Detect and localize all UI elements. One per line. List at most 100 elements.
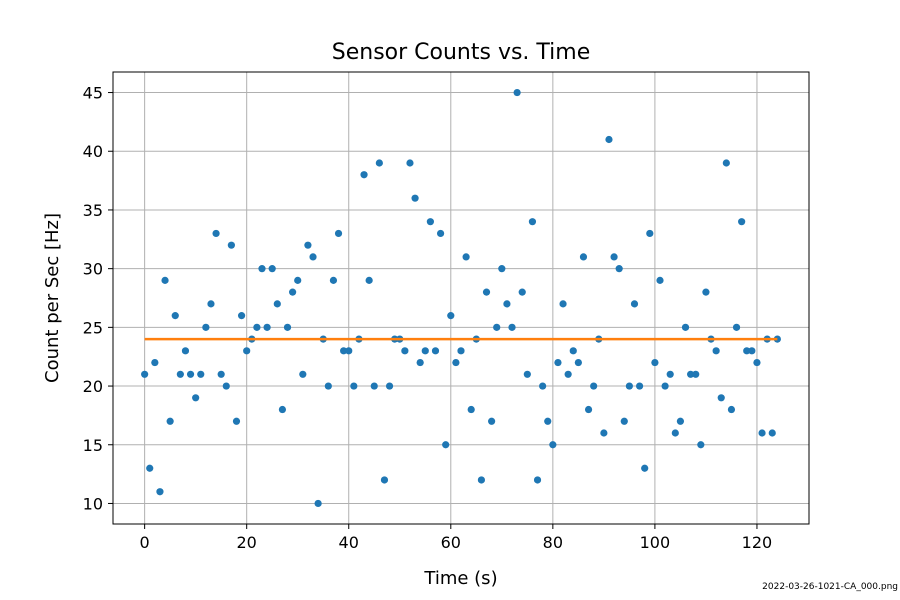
data-point	[411, 194, 419, 202]
y-tick-label: 35	[83, 201, 103, 220]
data-point	[579, 253, 588, 261]
data-point	[482, 288, 491, 296]
data-point	[508, 323, 516, 331]
data-point	[625, 382, 633, 390]
data-point	[212, 229, 220, 238]
data-point	[758, 429, 766, 437]
data-point	[370, 382, 378, 390]
data-point	[681, 323, 690, 331]
x-tick-label: 80	[543, 533, 563, 552]
data-point	[584, 405, 593, 414]
data-point	[268, 265, 276, 273]
x-tick-label: 40	[339, 533, 359, 552]
data-point	[498, 265, 506, 273]
data-point	[421, 347, 429, 355]
data-point	[518, 288, 526, 296]
data-point	[314, 499, 322, 508]
x-axis-label: Time (s)	[423, 568, 497, 589]
data-point	[697, 441, 705, 449]
data-point	[641, 464, 649, 472]
data-point	[222, 382, 230, 390]
data-point	[232, 417, 241, 425]
series-layer	[141, 88, 781, 508]
data-point	[646, 229, 654, 238]
y-tick-label: 10	[83, 494, 103, 513]
data-point	[329, 276, 338, 284]
image-filename-footnote: 2022-03-26-1021-CA_000.png	[762, 582, 898, 592]
data-point	[156, 488, 164, 496]
data-point	[141, 370, 149, 378]
data-point	[462, 253, 470, 261]
data-point	[289, 288, 297, 296]
data-point	[273, 300, 281, 308]
y-tick-label: 25	[83, 318, 103, 337]
data-point	[671, 429, 679, 437]
data-point	[748, 347, 756, 355]
data-point	[258, 265, 266, 273]
data-point	[207, 300, 215, 308]
data-point	[503, 300, 511, 308]
data-point	[176, 370, 184, 378]
data-point	[564, 370, 572, 378]
data-point	[620, 417, 628, 425]
data-point	[574, 358, 582, 367]
data-point	[253, 323, 261, 331]
data-point	[416, 358, 424, 367]
data-point	[227, 241, 235, 249]
data-point	[687, 370, 695, 378]
data-point	[146, 464, 154, 472]
data-point	[283, 323, 292, 331]
data-point	[732, 323, 741, 331]
data-point	[360, 171, 368, 179]
data-point	[431, 347, 440, 355]
data-point	[401, 347, 409, 355]
data-point	[615, 265, 623, 273]
data-point	[661, 382, 669, 390]
data-point	[202, 323, 210, 331]
data-point	[345, 347, 353, 355]
data-point	[217, 370, 225, 378]
data-point	[753, 358, 761, 367]
plot-frame	[112, 71, 810, 525]
y-tick-label: 15	[83, 436, 103, 455]
data-point	[161, 276, 169, 284]
data-point	[676, 417, 685, 425]
data-point	[513, 88, 521, 97]
data-point	[569, 347, 577, 355]
data-point	[442, 441, 450, 449]
data-point	[768, 429, 776, 437]
data-point	[702, 288, 710, 296]
data-point	[166, 417, 174, 425]
x-tick-label: 60	[441, 533, 461, 552]
data-point	[426, 218, 434, 226]
data-point	[334, 229, 343, 238]
data-point	[294, 276, 302, 284]
data-point	[590, 382, 598, 390]
data-point	[656, 276, 664, 284]
x-tick-label: 20	[237, 533, 257, 552]
data-point	[299, 370, 307, 378]
data-point	[727, 405, 736, 414]
data-point	[263, 323, 271, 331]
data-point	[375, 159, 383, 167]
chart-title: Sensor Counts vs. Time	[332, 40, 591, 65]
data-point	[722, 159, 730, 167]
data-point	[523, 370, 531, 378]
x-axis-ticks: 0 20 40 60 80 100 120	[140, 524, 772, 552]
data-point	[467, 405, 475, 414]
y-axis-ticks: 10 15 20 25 30 35 40 45	[83, 84, 113, 513]
data-point	[635, 382, 644, 390]
data-point	[630, 300, 639, 308]
data-point	[712, 347, 720, 355]
data-point	[605, 135, 613, 144]
data-point	[666, 370, 674, 378]
data-point	[380, 476, 389, 484]
y-axis-label: Count per Sec [Hz]	[42, 213, 63, 383]
data-point	[197, 370, 205, 378]
data-point	[350, 382, 358, 390]
data-point	[544, 417, 552, 425]
y-tick-label: 30	[83, 260, 103, 279]
data-point	[365, 276, 373, 284]
